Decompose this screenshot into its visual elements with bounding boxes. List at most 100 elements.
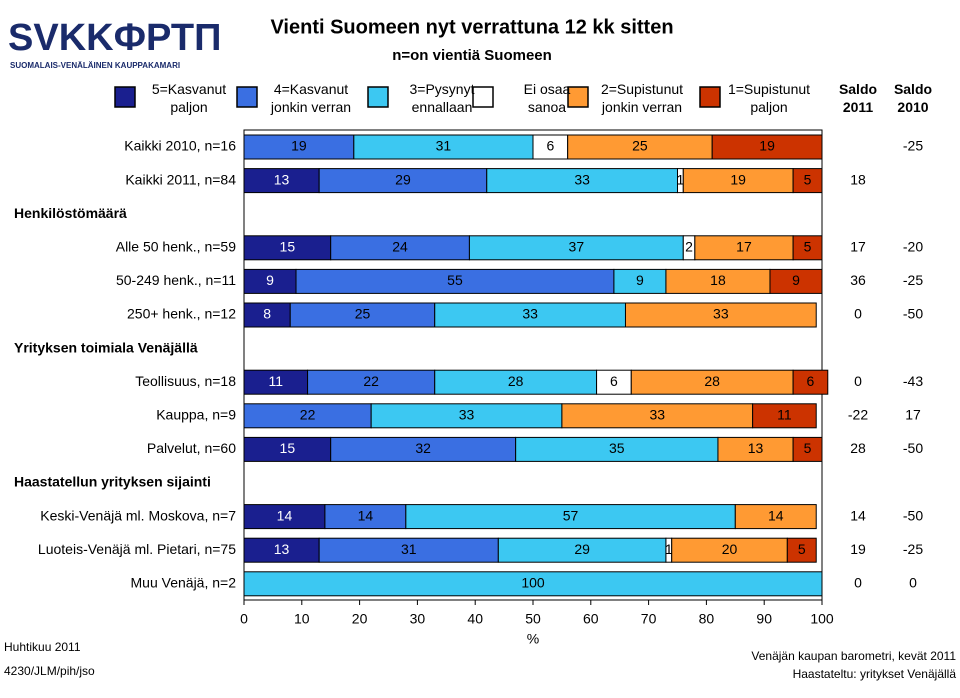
bar-label: 100 [521,575,545,591]
bar-segment [717,436,794,462]
legend-label: Ei osaa sanoa [523,81,571,115]
bar-label: 9 [636,272,644,288]
x-tick-label: 50 [525,611,541,627]
bar-label: 55 [447,272,463,288]
legend-swatch [699,86,721,108]
saldo-value: 0 [854,575,862,591]
bar-label: 25 [355,306,371,322]
bar-label: 33 [649,407,665,423]
bar-segment [243,302,291,328]
bar-label: 15 [280,239,296,255]
bar-label: 9 [266,272,274,288]
x-tick-label: 20 [352,611,368,627]
bar-label: 22 [363,373,379,389]
legend-swatch [236,86,258,108]
saldo-value: -50 [903,440,923,456]
bar-segment [792,436,823,462]
bar-segment [694,235,794,261]
saldo-value: 0 [854,373,862,389]
legend-label: 5=Kasvanut paljon [151,81,227,115]
bar-label: 5 [804,440,812,456]
bar-label: 29 [574,541,590,557]
x-tick-label: 90 [756,611,772,627]
x-tick-label: 80 [699,611,715,627]
bar-label: 1 [676,171,684,187]
saldo-value: -20 [903,239,923,255]
bar-label: 13 [748,440,764,456]
bar-label: 33 [522,306,538,322]
bar-label: 28 [704,373,720,389]
bar-segment [630,369,794,395]
x-tick-label: 70 [641,611,657,627]
saldo-value: -25 [903,541,923,557]
saldo-value: -25 [903,138,923,154]
bar-label: 24 [392,239,408,255]
bar-segment [434,369,598,395]
bar-label: 29 [395,171,411,187]
bar-label: 33 [459,407,475,423]
y-tick-label: Luoteis-Venäjä ml. Pietari, n=75 [38,541,236,557]
y-tick-label: Teollisuus, n=18 [135,373,236,389]
bar-segment [752,403,817,429]
logo: SVKKФРТП [8,17,221,59]
bar-segment [486,168,679,194]
saldo-value: 19 [850,541,866,557]
bar-label: 31 [401,541,417,557]
logo-subtitle: SUOMALAIS-VENÄLÄINEN KAUPPAKAMARI [10,61,180,70]
bar-segment [624,302,817,328]
bar-segment [307,369,436,395]
bar-segment [561,403,754,429]
bar-label: 32 [415,440,431,456]
bar-segment [243,403,372,429]
legend-label: 3=Pysynyt ennallaan [409,81,475,115]
bar-segment [515,436,719,462]
bar-segment [792,235,823,261]
bar-label: 6 [546,138,554,154]
saldo-value: 18 [850,171,866,187]
bar-label: 35 [609,440,625,456]
bar-label: 33 [713,306,729,322]
bar-segment [330,235,470,261]
footer-left: Huhtikuu 2011 [4,640,81,654]
y-tick-label: Kaikki 2011, n=84 [125,171,236,187]
bar-label: 13 [274,541,290,557]
bar-label: 6 [807,373,815,389]
bar-label: 8 [263,306,271,322]
bar-segment [613,268,667,294]
legend-swatch [567,86,589,108]
bar-label: 28 [508,373,524,389]
saldo-value: 28 [850,440,866,456]
bar-segment [243,369,309,395]
saldo-value: -43 [903,373,923,389]
bar-segment [434,302,626,328]
saldo-value: 0 [854,306,862,322]
bar-label: 5 [804,171,812,187]
bar-segment [734,504,817,530]
bar-label: 33 [574,171,590,187]
legend-label: 4=Kasvanut jonkin verran [270,81,352,115]
bar-label: 17 [736,239,752,255]
bar-segment [532,134,569,160]
bar-label: 14 [768,507,784,523]
x-tick-label: 40 [467,611,483,627]
bar-segment [324,504,407,530]
bar-label: 19 [291,138,307,154]
bar-segment [243,235,332,261]
bar-segment [318,168,488,194]
bar-segment [353,134,534,160]
group-header: Henkilöstömäärä [14,205,127,221]
y-tick-label: Kauppa, n=9 [156,407,236,423]
y-tick-label: 250+ henk., n=12 [127,306,236,322]
y-tick-label: Alle 50 henk., n=59 [116,239,236,255]
bar-label: 5 [798,541,806,557]
bar-label: 37 [569,239,585,255]
bar-label: 15 [280,440,296,456]
saldo-value: 17 [905,407,921,423]
bar-segment [665,268,771,294]
saldo-value: -50 [903,507,923,523]
bar-label: 57 [563,507,579,523]
bar-segment [243,504,326,530]
bar-segment [243,134,355,160]
